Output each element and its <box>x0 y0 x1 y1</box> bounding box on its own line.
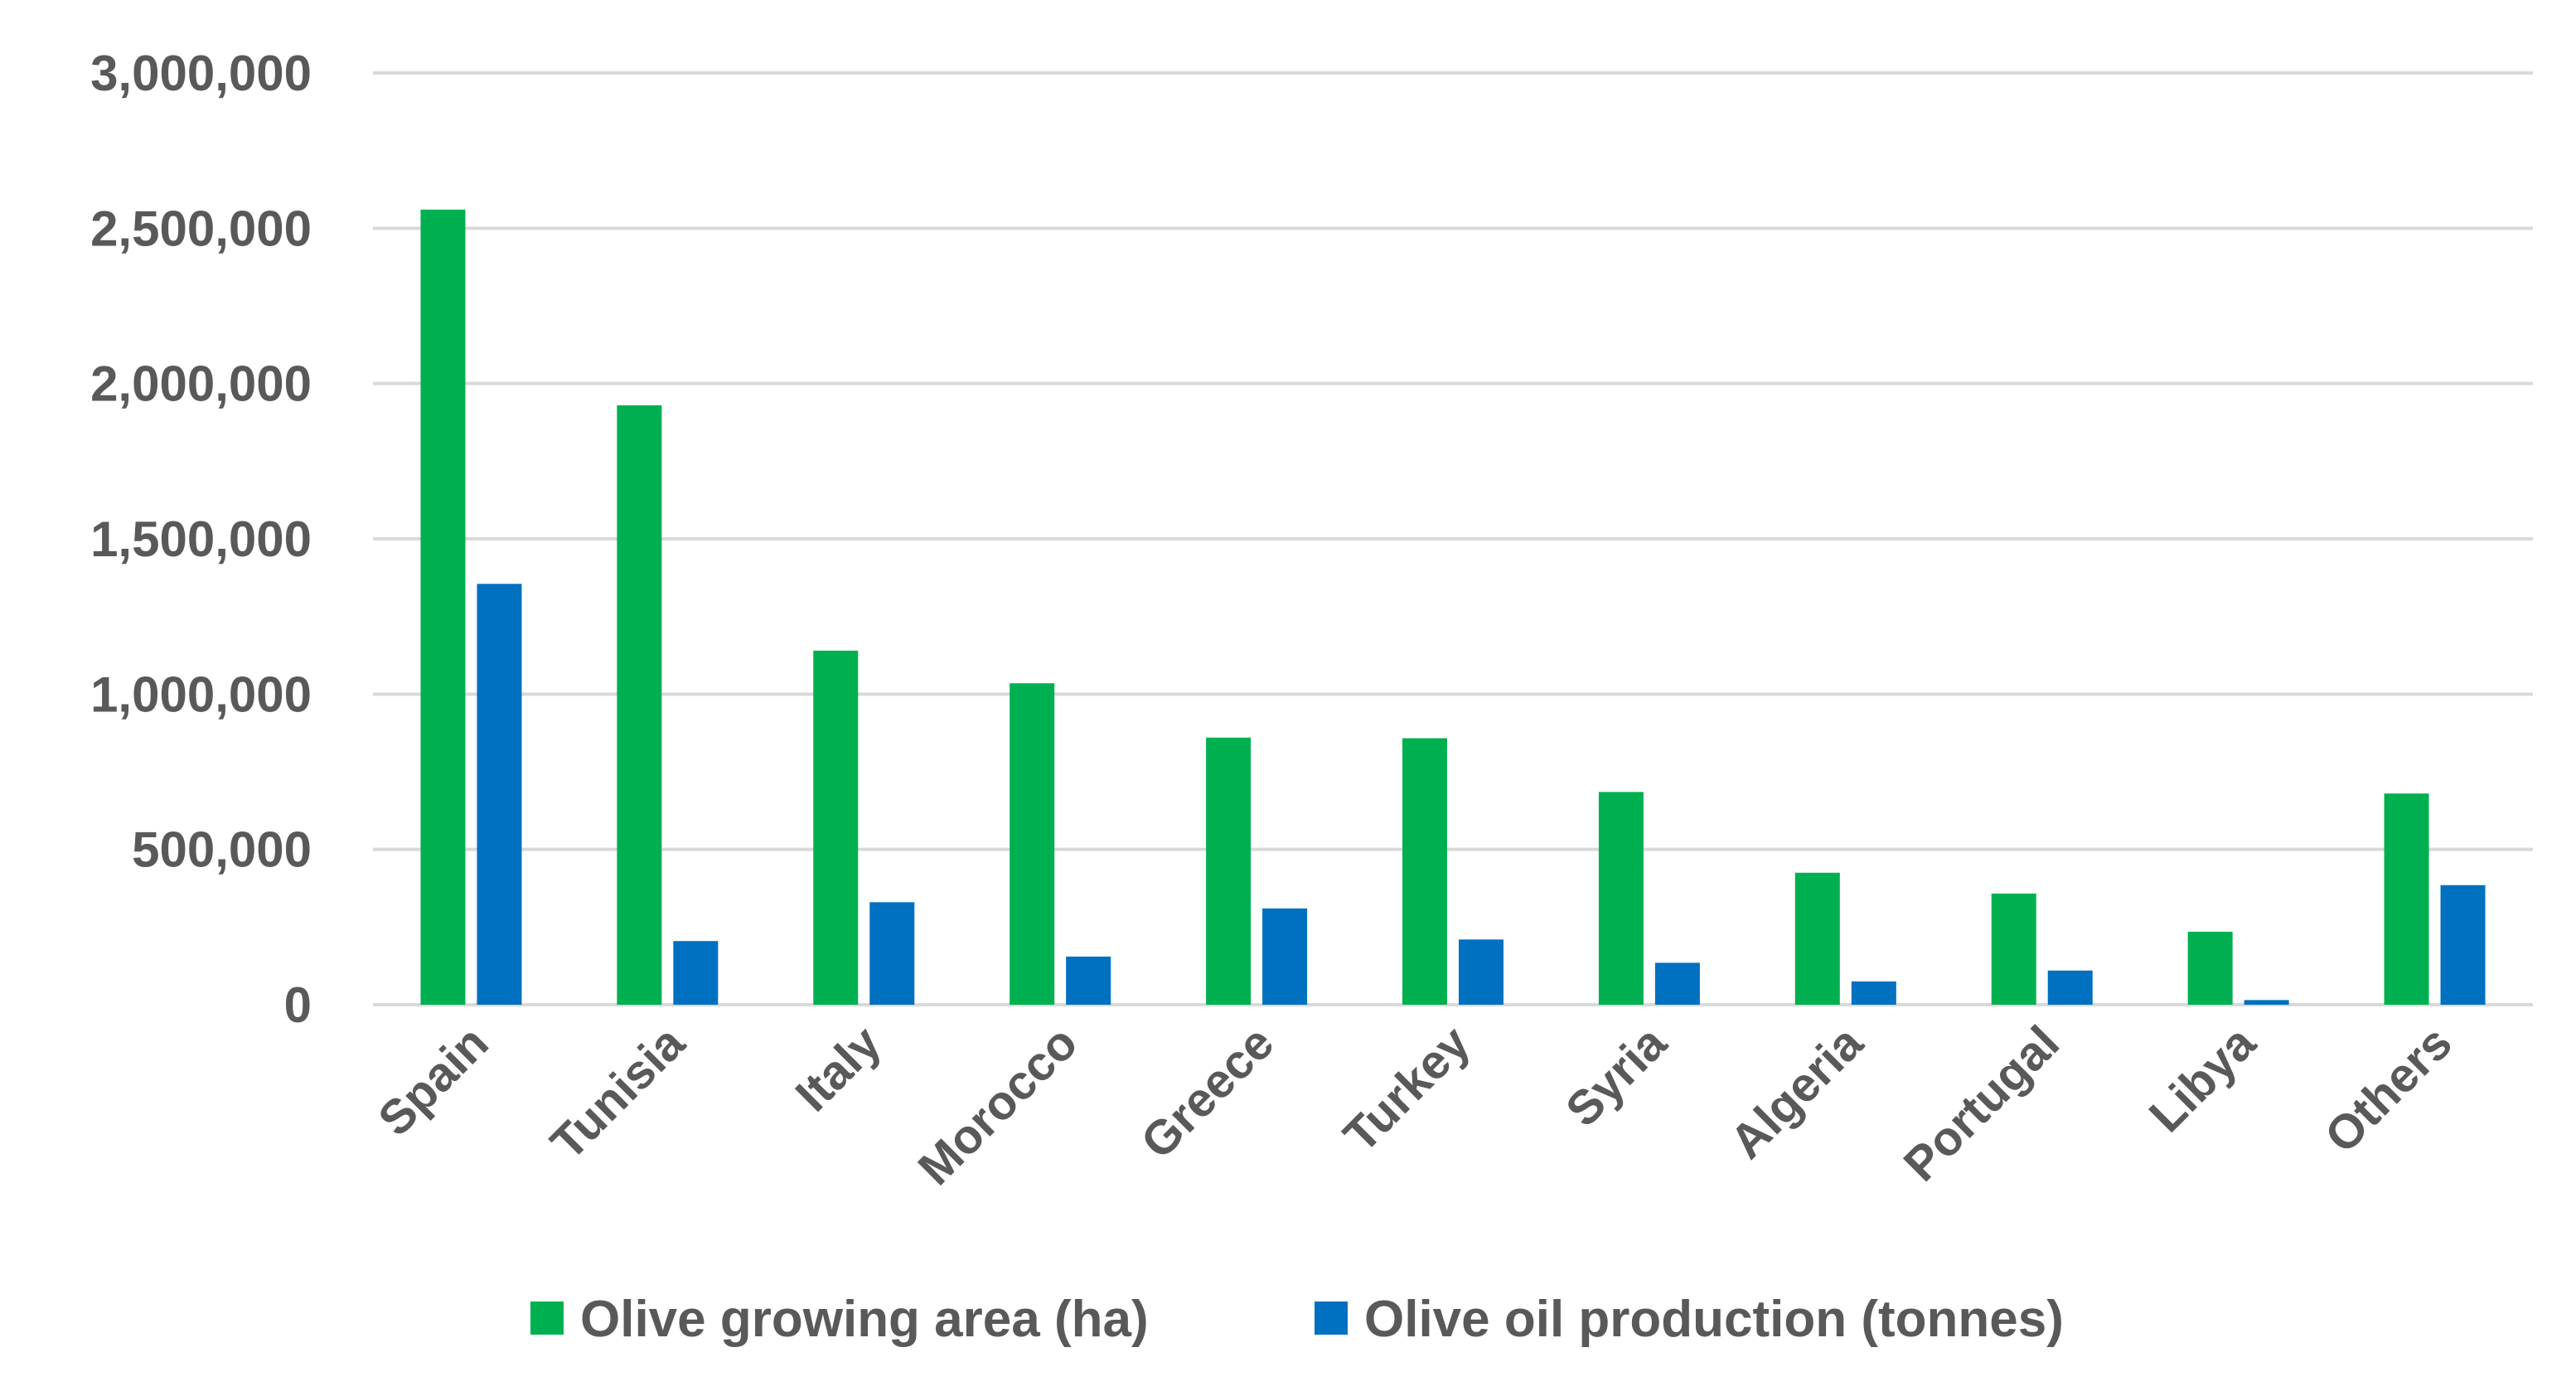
y-tick-label: 2,500,000 <box>90 201 312 256</box>
bar-production-algeria <box>1851 981 1896 1005</box>
bar-production-greece <box>1262 908 1308 1005</box>
x-category-label: Others <box>2315 1015 2462 1163</box>
legend-swatch-area <box>530 1301 564 1335</box>
bars <box>420 209 2486 1006</box>
x-axis-category-labels: Spain Tunisia Italy Morocco Greece Turkey Syri… <box>368 1015 2462 1195</box>
y-tick-label: 2,000,000 <box>90 356 312 412</box>
bar-area-others <box>2384 793 2429 1005</box>
y-tick-label: 0 <box>284 977 312 1033</box>
legend-label-area: Olive growing area (ha) <box>580 1291 1149 1348</box>
bar-area-algeria <box>1794 872 1840 1005</box>
x-category-label: Syria <box>1556 1015 1678 1137</box>
x-category-label: Libya <box>2139 1015 2267 1143</box>
bar-production-others <box>2440 885 2486 1005</box>
legend-swatch-production <box>1315 1301 1348 1335</box>
bar-area-tunisia <box>617 405 662 1006</box>
bar-production-tunisia <box>673 941 719 1005</box>
x-category-label: Greece <box>1131 1015 1284 1169</box>
y-tick-label: 500,000 <box>132 822 312 878</box>
legend: Olive growing area (ha) Olive oil product… <box>530 1291 2064 1348</box>
bar-production-spain <box>477 584 522 1005</box>
y-tick-label: 1,500,000 <box>90 511 312 567</box>
bar-area-greece <box>1206 737 1252 1005</box>
x-category-label: Morocco <box>908 1015 1088 1195</box>
bar-production-libya <box>2244 1000 2289 1005</box>
y-tick-label: 1,000,000 <box>90 666 312 722</box>
x-category-label: Tunisia <box>540 1015 695 1171</box>
bar-area-spain <box>420 209 466 1005</box>
bar-production-turkey <box>1459 939 1503 1005</box>
bar-area-turkey <box>1402 738 1447 1005</box>
bar-production-italy <box>869 902 915 1005</box>
gridlines <box>373 71 2533 1006</box>
x-category-label: Spain <box>368 1015 499 1146</box>
y-tick-label: 3,000,000 <box>90 46 312 101</box>
x-category-label: Turkey <box>1334 1015 1480 1162</box>
x-category-label: Italy <box>785 1015 891 1122</box>
legend-label-production: Olive oil production (tonnes) <box>1364 1291 2064 1348</box>
bar-production-syria <box>1654 962 1700 1005</box>
x-category-label: Portugal <box>1894 1015 2070 1191</box>
x-category-label: Algeria <box>1720 1015 1874 1170</box>
bar-production-portugal <box>2047 970 2093 1005</box>
bar-area-syria <box>1598 792 1644 1005</box>
bar-area-libya <box>2187 931 2233 1005</box>
bar-area-morocco <box>1010 683 1055 1005</box>
bar-production-morocco <box>1066 956 1111 1005</box>
y-axis-tick-labels: 0 500,000 1,000,000 1,500,000 2,000,000 2,500… <box>90 46 312 1033</box>
bar-area-portugal <box>1991 893 2036 1005</box>
bar-area-italy <box>813 650 859 1005</box>
